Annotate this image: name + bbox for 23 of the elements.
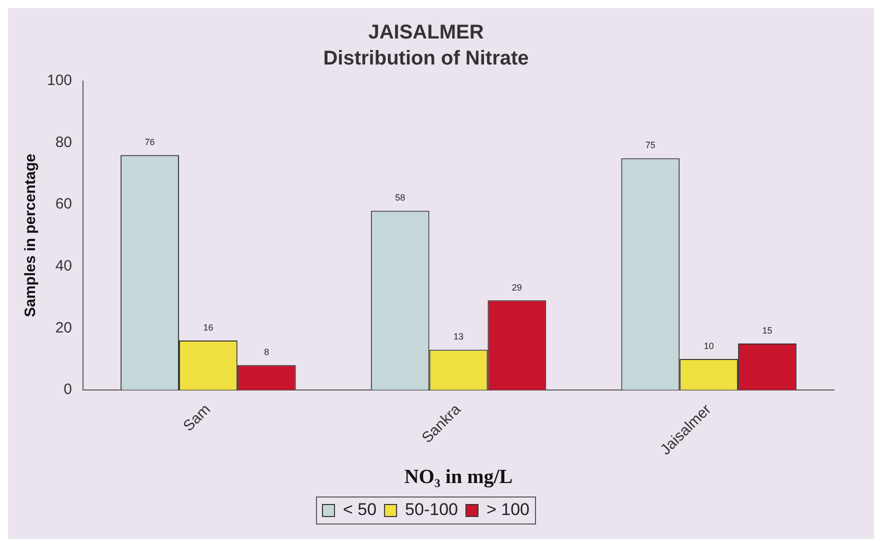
data-label: 10 (704, 340, 714, 351)
data-label: 58 (395, 192, 406, 203)
y-tick-label: 40 (55, 257, 72, 274)
y-tick-label: 0 (64, 381, 72, 398)
chart-title: JAISALMER (368, 22, 484, 44)
data-label: 16 (203, 322, 214, 332)
y-tick-label: 60 (55, 196, 72, 213)
y-axis-title: Samples in percentage (22, 154, 40, 318)
y-tick-label: 20 (55, 319, 72, 336)
data-label: 15 (762, 326, 772, 336)
data-label: 13 (454, 332, 464, 342)
legend-label: < 50 (342, 500, 377, 520)
x-tick-label: Sam (180, 400, 214, 435)
y-tick-label: 80 (55, 134, 72, 151)
data-label: 75 (645, 140, 656, 150)
y-tick-label: 100 (46, 72, 72, 90)
data-label: 8 (264, 347, 270, 358)
legend-label: 50-100 (405, 500, 458, 520)
data-label: 76 (144, 137, 155, 148)
x-axis-title: NO₃ in mg/L (404, 466, 513, 488)
legend-label: > 100 (486, 500, 530, 520)
data-label: 29 (512, 282, 522, 292)
chart-subtitle: Distribution of Nitrate (323, 48, 529, 70)
